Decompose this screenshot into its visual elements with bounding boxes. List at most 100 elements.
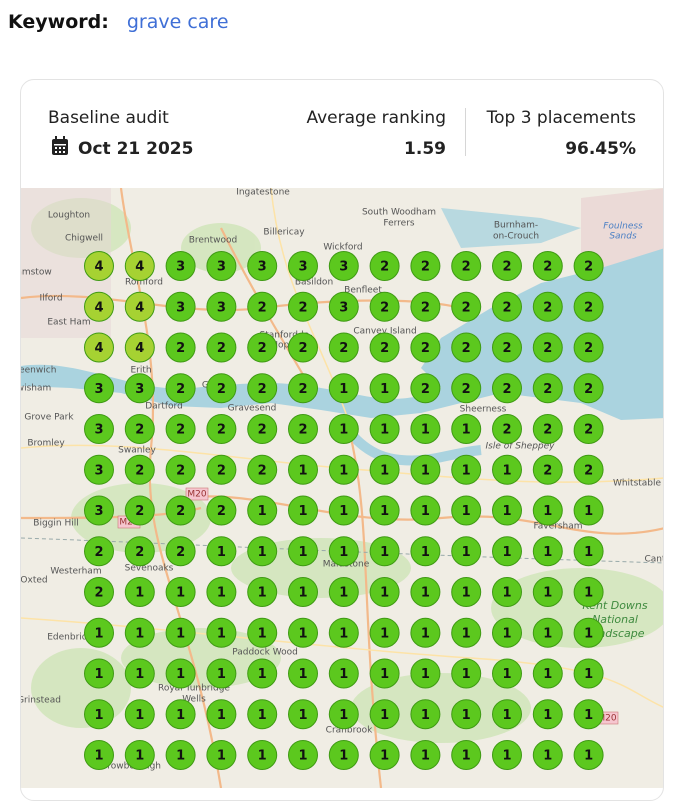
place-label: Erith xyxy=(130,366,151,376)
rank-marker xyxy=(328,740,359,770)
place-label: M20 xyxy=(187,490,206,500)
rank-marker xyxy=(84,373,114,404)
place-label: Dartford xyxy=(145,402,183,412)
rank-marker xyxy=(410,658,441,689)
rank-label: 2 xyxy=(176,504,185,519)
rank-label: 1 xyxy=(298,463,307,478)
rank-label: 1 xyxy=(176,586,185,601)
place-label: Whitstable xyxy=(613,479,662,489)
rank-marker xyxy=(492,332,522,363)
rank-label: 1 xyxy=(135,626,144,641)
rank-label: 2 xyxy=(217,504,226,519)
rank-marker xyxy=(573,332,604,363)
rank-label: 1 xyxy=(339,504,348,519)
rank-label: 3 xyxy=(298,260,307,275)
rank-label: 2 xyxy=(176,341,185,356)
rank-label: 2 xyxy=(135,423,144,438)
place-label: Hope xyxy=(271,341,295,351)
rank-marker xyxy=(124,332,155,363)
place-label: Billericay xyxy=(263,228,305,238)
place-label: Royal Tunbridge xyxy=(158,684,230,694)
rank-marker xyxy=(492,699,522,730)
rank-label: 2 xyxy=(543,382,552,397)
rank-label: 1 xyxy=(584,586,593,601)
rank-marker xyxy=(573,577,604,607)
rank-marker xyxy=(532,536,563,567)
rank-marker xyxy=(247,577,278,607)
rank-label: 1 xyxy=(462,586,471,601)
rank-marker xyxy=(451,373,482,404)
rank-label: 1 xyxy=(462,504,471,519)
rank-marker xyxy=(124,699,155,730)
rank-marker xyxy=(451,699,482,730)
rank-marker xyxy=(84,251,114,281)
rank-marker xyxy=(369,332,400,363)
place-label: Oxted xyxy=(21,576,48,586)
place-label: East Ham xyxy=(47,318,90,328)
rank-label: 1 xyxy=(298,749,307,764)
rank-label: 2 xyxy=(543,423,552,438)
rank-label: 2 xyxy=(584,382,593,397)
rank-marker xyxy=(410,454,441,485)
rank-marker xyxy=(451,577,482,607)
rank-marker xyxy=(451,332,482,363)
rank-marker xyxy=(124,577,155,607)
rank-label: 1 xyxy=(584,667,593,682)
rank-label: 3 xyxy=(176,260,185,275)
stat-value: 96.45% xyxy=(565,139,636,159)
rank-label: 1 xyxy=(584,504,593,519)
place-label: Wells xyxy=(182,695,206,705)
rank-marker xyxy=(206,251,237,281)
rank-label: 1 xyxy=(217,586,226,601)
rank-marker xyxy=(410,536,441,567)
rank-label: 1 xyxy=(502,708,511,723)
rank-marker xyxy=(532,373,563,404)
rank-label: 1 xyxy=(339,708,348,723)
rank-label: 1 xyxy=(380,749,389,764)
rank-marker xyxy=(410,291,441,322)
rank-marker xyxy=(369,291,400,322)
rank-marker xyxy=(247,699,278,730)
rank-marker xyxy=(492,291,522,322)
rank-label: 2 xyxy=(380,300,389,315)
rank-marker xyxy=(451,291,482,322)
rank-label: 2 xyxy=(298,300,307,315)
rank-label: 1 xyxy=(502,545,511,560)
rank-marker xyxy=(84,617,114,648)
rank-label: 2 xyxy=(543,341,552,356)
place-label: reenwich xyxy=(21,366,56,376)
rank-marker xyxy=(328,617,359,648)
rank-label: 2 xyxy=(380,341,389,356)
place-label: Basildon xyxy=(295,278,333,288)
rank-label: 1 xyxy=(298,667,307,682)
rank-label: 1 xyxy=(135,667,144,682)
rank-marker xyxy=(84,699,114,730)
rank-label: 1 xyxy=(339,545,348,560)
place-label: Isle of Sheppey xyxy=(485,442,555,452)
rank-marker xyxy=(165,617,196,648)
rank-marker xyxy=(288,251,318,281)
place-label: Benfleet xyxy=(344,286,382,296)
rank-marker xyxy=(165,699,196,730)
rank-label: 2 xyxy=(502,341,511,356)
rank-marker xyxy=(165,332,196,363)
rank-label: 4 xyxy=(94,341,103,356)
rank-marker xyxy=(124,454,155,485)
rank-label: 1 xyxy=(462,423,471,438)
rank-marker xyxy=(165,454,196,485)
rank-marker xyxy=(410,617,441,648)
rank-label: 2 xyxy=(421,300,430,315)
rank-label: 1 xyxy=(135,586,144,601)
keyword-value[interactable]: grave care xyxy=(126,11,229,33)
rank-marker xyxy=(532,495,563,526)
rank-marker xyxy=(492,577,522,607)
rank-marker xyxy=(124,536,155,567)
rank-marker xyxy=(206,577,237,607)
rank-marker xyxy=(369,699,400,730)
rank-label: 2 xyxy=(135,504,144,519)
place-label: Burnham- xyxy=(494,221,538,231)
rank-marker xyxy=(410,495,441,526)
rank-label: 3 xyxy=(94,382,103,397)
rank-marker xyxy=(288,495,318,526)
rank-marker xyxy=(451,454,482,485)
